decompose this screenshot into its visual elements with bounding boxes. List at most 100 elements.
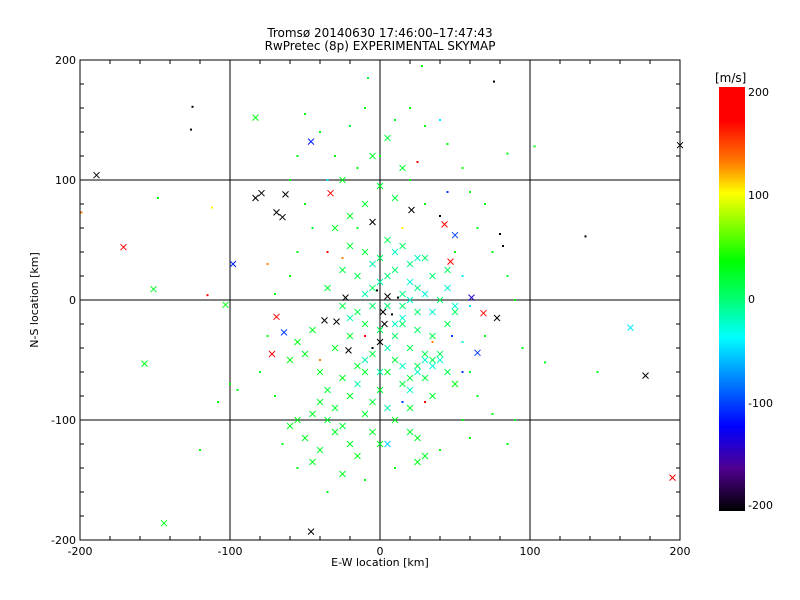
cross-marker (361, 410, 369, 418)
cross-stroke (376, 254, 384, 262)
cross-stroke (339, 302, 346, 310)
cross-marker (309, 458, 316, 466)
cross-marker (361, 248, 369, 256)
cross-stroke (376, 182, 384, 190)
cross-stroke (369, 152, 376, 160)
cross-marker (93, 171, 100, 179)
cross-stroke (324, 284, 331, 292)
colorbar-unit: [m/s] (715, 71, 747, 85)
cross-marker (399, 302, 406, 310)
cross-stroke (93, 171, 100, 179)
dot-marker (211, 206, 213, 209)
dot-marker (391, 313, 393, 316)
cross-stroke (309, 410, 316, 418)
dot-marker (206, 294, 209, 297)
cross-marker (376, 440, 384, 448)
cross-marker (279, 213, 286, 221)
cross-stroke (339, 422, 346, 430)
cross-stroke (406, 386, 414, 394)
cross-stroke (339, 266, 346, 274)
y-axis-label: N-S location [km] (28, 252, 41, 348)
cross-marker (384, 344, 391, 352)
cross-marker (399, 362, 406, 370)
cross-marker (421, 290, 429, 298)
dot-marker (356, 227, 359, 229)
cross-stroke (429, 332, 436, 340)
dot-marker (491, 413, 494, 415)
dot-marker (319, 131, 321, 133)
dot-marker (424, 203, 426, 205)
cross-stroke (339, 374, 346, 382)
cross-marker (361, 290, 369, 298)
cross-stroke (391, 356, 399, 364)
cross-marker (414, 434, 421, 442)
cross-marker (384, 236, 391, 244)
dot-marker (484, 203, 486, 205)
cross-stroke (451, 231, 459, 239)
dot-marker (326, 251, 329, 253)
cross-stroke (414, 362, 421, 370)
cross-stroke (444, 368, 451, 376)
dot-marker (424, 401, 426, 403)
cross-marker (282, 191, 289, 198)
cross-marker (391, 320, 399, 328)
cross-stroke (331, 404, 339, 412)
cross-marker (361, 368, 369, 376)
cross-marker (384, 302, 391, 310)
dot-marker (401, 401, 404, 403)
cross-stroke (391, 248, 399, 256)
dot-marker (493, 80, 495, 83)
dot-marker (469, 305, 471, 307)
dot-marker (424, 125, 426, 127)
cross-marker (408, 206, 415, 214)
cross-stroke (414, 308, 421, 316)
cross-stroke (406, 374, 414, 382)
cross-marker (354, 362, 361, 370)
dot-marker (499, 233, 501, 235)
cross-stroke (399, 302, 406, 310)
cross-stroke (391, 320, 399, 328)
cross-stroke (316, 398, 324, 406)
cross-marker (339, 266, 346, 274)
dot-marker (409, 107, 411, 109)
cross-stroke (376, 440, 384, 448)
cross-stroke (376, 386, 384, 394)
cross-stroke (408, 206, 415, 214)
cross-marker (399, 380, 406, 388)
cross-marker (339, 422, 346, 430)
x-axis-label: E-W location [km] (331, 556, 429, 569)
cross-marker (480, 309, 487, 317)
cross-marker (301, 434, 309, 442)
dot-marker (296, 155, 299, 157)
cross-marker (369, 398, 376, 406)
cross-stroke (384, 404, 391, 412)
cross-stroke (480, 309, 487, 317)
cross-marker (444, 266, 451, 274)
cross-marker (327, 189, 334, 197)
cross-marker (346, 212, 354, 220)
cross-stroke (429, 362, 436, 370)
cross-stroke (309, 458, 316, 466)
cross-stroke (346, 242, 354, 250)
cross-stroke (339, 176, 346, 184)
cross-stroke (429, 356, 436, 364)
dot-marker (421, 65, 423, 67)
dot-marker (266, 263, 269, 265)
cross-stroke (421, 452, 429, 460)
cross-marker (324, 416, 331, 424)
cross-marker (381, 320, 388, 328)
data-points (80, 65, 684, 535)
cross-marker (391, 266, 399, 274)
cross-marker (384, 293, 391, 300)
cross-stroke (361, 368, 369, 376)
cross-stroke (421, 254, 429, 262)
cross-marker (324, 284, 331, 292)
cross-stroke (273, 313, 280, 321)
cross-marker (429, 332, 436, 340)
cross-stroke (369, 260, 376, 268)
cross-marker (376, 338, 384, 346)
cross-stroke (406, 404, 414, 412)
cross-stroke (316, 368, 324, 376)
cross-stroke (406, 278, 414, 286)
dot-marker (514, 299, 516, 301)
